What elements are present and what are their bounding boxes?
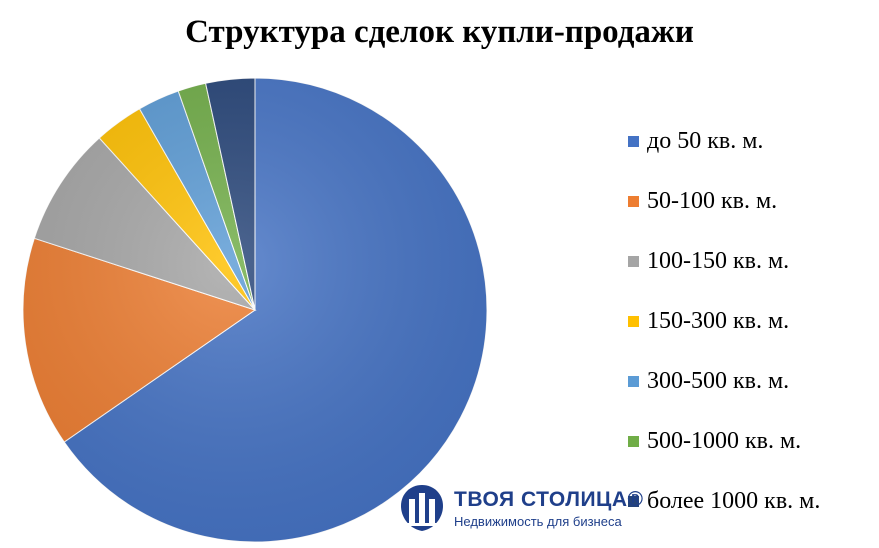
legend-item: 150-300 кв. м. — [628, 291, 820, 351]
legend-label: 150-300 кв. м. — [647, 307, 790, 334]
legend-item: более 1000 кв. м. — [628, 471, 820, 531]
legend-swatch — [628, 435, 639, 447]
brand-logo: ТВОЯ СТОЛИЦА® Недвижимость для бизнеса — [398, 483, 644, 533]
logo-building-icon — [401, 485, 443, 531]
legend-label: 300-500 кв. м. — [647, 367, 790, 394]
legend-item: до 50 кв. м. — [628, 111, 820, 171]
legend-swatch — [628, 255, 639, 267]
legend-label: 50-100 кв. м. — [647, 187, 778, 214]
legend-item: 500-1000 кв. м. — [628, 411, 820, 471]
legend-swatch — [628, 195, 639, 207]
legend-swatch — [628, 495, 639, 507]
logo-name: ТВОЯ СТОЛИЦА® — [454, 487, 644, 511]
logo-tagline: Недвижимость для бизнеса — [454, 513, 622, 529]
chart-title: Структура сделок купли-продажи — [185, 14, 694, 50]
legend-label: 100-150 кв. м. — [647, 247, 790, 274]
legend-swatch — [628, 135, 639, 147]
legend: до 50 кв. м. 50-100 кв. м. 100-150 кв. м. 1… — [628, 111, 820, 531]
legend-swatch — [628, 375, 639, 387]
pie-slices — [22, 77, 488, 543]
legend-label: 500-1000 кв. м. — [647, 427, 802, 454]
legend-swatch — [628, 315, 639, 327]
legend-item: 50-100 кв. м. — [628, 171, 820, 231]
legend-item: 300-500 кв. м. — [628, 351, 820, 411]
legend-label: до 50 кв. м. — [647, 127, 764, 154]
legend-label: более 1000 кв. м. — [647, 487, 821, 514]
legend-item: 100-150 кв. м. — [628, 231, 820, 291]
